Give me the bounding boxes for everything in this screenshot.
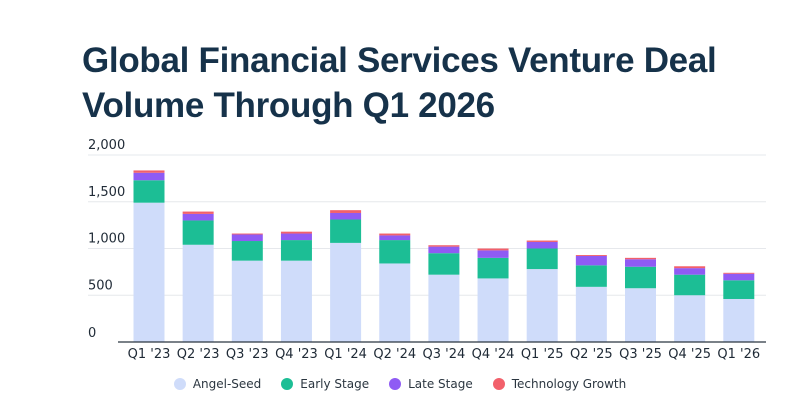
y-tick-label-1500: 1,500 — [88, 185, 125, 200]
bar-angel-seed-4 — [330, 242, 362, 342]
bar-late-stage-2 — [231, 234, 263, 242]
bar-late-stage-1 — [182, 213, 214, 221]
bar-early-stage-3 — [280, 240, 312, 261]
x-tick-label-6: Q3 '24 — [423, 347, 466, 362]
bar-technology-growth-0 — [133, 170, 165, 173]
bar-late-stage-12 — [723, 273, 755, 281]
x-tick-label-2: Q3 '23 — [226, 347, 269, 362]
bar-late-stage-7 — [477, 250, 509, 258]
y-tick-label-500: 500 — [88, 278, 113, 293]
bar-early-stage-8 — [526, 248, 558, 270]
x-tick-label-0: Q1 '23 — [128, 347, 171, 362]
chart-title-line-2: Volume Through Q1 2026 — [82, 86, 495, 125]
bar-angel-seed-8 — [526, 269, 558, 342]
bar-technology-growth-8 — [526, 240, 558, 242]
bar-angel-seed-11 — [674, 295, 706, 342]
bar-early-stage-7 — [477, 257, 509, 279]
bar-angel-seed-10 — [625, 288, 656, 342]
legend: Angel-Seed Early Stage Late Stage Techno… — [0, 377, 800, 391]
x-tick-label-10: Q3 '25 — [619, 347, 662, 362]
bar-angel-seed-1 — [182, 244, 214, 342]
bar-early-stage-0 — [133, 180, 165, 203]
bar-technology-growth-4 — [330, 210, 362, 213]
bar-early-stage-6 — [428, 253, 460, 275]
y-tick-label-1000: 1,000 — [88, 232, 125, 247]
bar-angel-seed-6 — [428, 274, 460, 342]
bar-technology-growth-6 — [428, 245, 460, 247]
bar-late-stage-9 — [575, 255, 607, 266]
legend-item-technology-growth: Technology Growth — [492, 377, 627, 391]
x-tick-label-4: Q1 '24 — [324, 347, 367, 362]
bar-technology-growth-5 — [379, 233, 411, 236]
bar-technology-growth-3 — [280, 231, 312, 234]
legend-item-early-stage: Early Stage — [281, 377, 369, 391]
bar-late-stage-4 — [330, 212, 362, 220]
legend-label-early-stage: Early Stage — [300, 377, 370, 391]
bar-early-stage-10 — [625, 266, 656, 289]
bar-late-stage-3 — [280, 233, 312, 241]
legend-item-late-stage: Late Stage — [389, 377, 473, 391]
bar-technology-growth-12 — [723, 272, 755, 274]
bar-angel-seed-7 — [477, 278, 509, 342]
bar-technology-growth-10 — [625, 257, 656, 260]
bar-angel-seed-3 — [280, 260, 312, 342]
bar-technology-growth-11 — [674, 266, 706, 269]
chart-title-line-1: Global Financial Services Venture Deal — [82, 41, 717, 80]
legend-label-late-stage: Late Stage — [408, 377, 473, 391]
bar-early-stage-4 — [330, 219, 362, 243]
bar-early-stage-9 — [575, 265, 607, 287]
legend-label-technology-growth: Technology Growth — [511, 377, 627, 391]
x-tick-label-5: Q2 '24 — [373, 347, 416, 362]
legend-swatch-late-stage — [389, 378, 402, 390]
legend-swatch-early-stage — [281, 378, 294, 390]
bar-technology-growth-1 — [182, 211, 214, 214]
x-tick-label-12: Q1 '26 — [717, 347, 760, 362]
x-tick-label-7: Q4 '24 — [472, 347, 515, 362]
bar-technology-growth-7 — [477, 248, 509, 251]
bar-angel-seed-0 — [133, 202, 165, 342]
bar-late-stage-5 — [379, 235, 411, 241]
bar-early-stage-5 — [379, 240, 411, 264]
chart-title: Global Financial Services Venture Deal V… — [82, 38, 782, 128]
legend-label-angel-seed: Angel-Seed — [192, 377, 262, 391]
y-tick-label-2000: 2,000 — [88, 138, 125, 153]
bar-angel-seed-2 — [231, 260, 263, 342]
bar-angel-seed-5 — [379, 263, 411, 342]
y-tick-label-0: 0 — [88, 326, 96, 341]
bar-early-stage-1 — [182, 220, 214, 245]
bar-angel-seed-9 — [575, 286, 607, 342]
x-tick-label-3: Q4 '23 — [275, 347, 318, 362]
bar-early-stage-12 — [723, 280, 755, 299]
legend-swatch-angel-seed — [173, 378, 186, 390]
bar-angel-seed-12 — [723, 298, 755, 342]
bar-late-stage-8 — [526, 241, 558, 249]
bar-late-stage-10 — [625, 259, 656, 267]
legend-swatch-technology-growth — [492, 378, 505, 390]
bar-technology-growth-2 — [231, 233, 263, 235]
bar-late-stage-0 — [133, 172, 165, 181]
bar-technology-growth-9 — [575, 255, 607, 256]
bar-late-stage-11 — [674, 268, 706, 275]
legend-item-angel-seed: Angel-Seed — [173, 377, 262, 391]
bar-late-stage-6 — [428, 246, 460, 254]
x-tick-label-1: Q2 '23 — [177, 347, 220, 362]
bar-early-stage-11 — [674, 274, 706, 296]
x-tick-label-11: Q4 '25 — [668, 347, 711, 362]
x-tick-label-8: Q1 '25 — [521, 347, 564, 362]
x-tick-label-9: Q2 '25 — [570, 347, 613, 362]
bar-early-stage-2 — [231, 241, 263, 261]
